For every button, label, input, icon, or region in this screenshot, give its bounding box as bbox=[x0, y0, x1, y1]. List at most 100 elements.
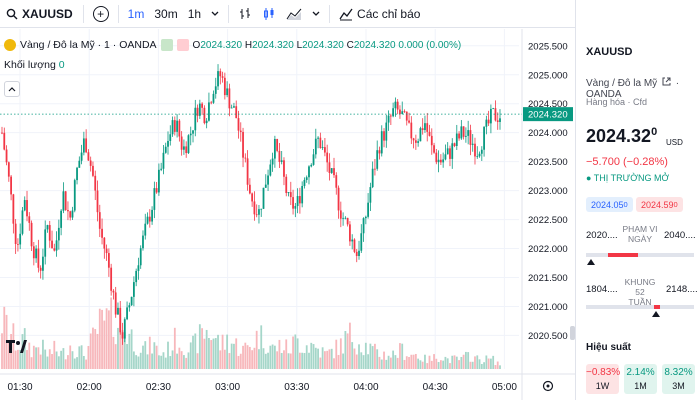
candle-body bbox=[167, 140, 169, 147]
external-link-icon[interactable] bbox=[662, 77, 671, 86]
candle-body bbox=[235, 106, 238, 119]
volume-bar bbox=[362, 355, 365, 369]
candle-body bbox=[107, 253, 110, 268]
volume-bar bbox=[358, 344, 360, 369]
chart-legend: Vàng / Đô la Mỹ · 1 · OANDA O2024.320 H2… bbox=[4, 39, 461, 51]
ask-price[interactable]: 2024.59 0 bbox=[636, 197, 683, 212]
volume-bar bbox=[285, 339, 288, 369]
bars-icon bbox=[240, 7, 251, 19]
candle-body bbox=[3, 132, 6, 150]
chart-style-dropdown[interactable] bbox=[307, 3, 325, 25]
time-tick-label: 04:30 bbox=[423, 382, 448, 393]
volume-bar bbox=[144, 341, 147, 369]
perf-1m[interactable]: 2.14% 1M bbox=[624, 364, 657, 394]
candle-body bbox=[399, 109, 401, 115]
volume-bar bbox=[392, 350, 395, 369]
volume-bar bbox=[185, 357, 188, 369]
volume-bar bbox=[189, 342, 192, 369]
price-tick-label: 2021.000 bbox=[528, 302, 568, 313]
candle-body bbox=[474, 143, 476, 157]
candle-body bbox=[464, 135, 467, 137]
volume-bar bbox=[212, 338, 215, 369]
volume-bar bbox=[14, 350, 17, 369]
symbol-search[interactable]: XAUUSD bbox=[0, 0, 79, 28]
candle-body bbox=[35, 248, 38, 259]
perf-1w[interactable]: −0.83% 1W bbox=[586, 364, 620, 394]
volume-bar bbox=[105, 308, 108, 369]
volume-bar bbox=[303, 353, 306, 369]
volume-bar bbox=[30, 357, 33, 369]
candle-body bbox=[364, 216, 367, 219]
area-style-button[interactable] bbox=[281, 3, 307, 25]
price-tick-label: 2024.000 bbox=[528, 128, 568, 139]
candle-body bbox=[1, 132, 3, 134]
candle-body bbox=[205, 120, 208, 124]
volume-bar bbox=[301, 352, 304, 369]
candle-body bbox=[203, 107, 206, 124]
volume-bar bbox=[123, 331, 126, 369]
collapse-legend-button[interactable] bbox=[4, 81, 20, 97]
candle-body bbox=[196, 107, 199, 116]
candle-body bbox=[410, 122, 413, 139]
candle-body bbox=[273, 138, 276, 159]
green-square-icon[interactable] bbox=[160, 39, 173, 51]
chart-area[interactable]: 2025.500 2025.000 2024.500 2024.000 2023.500… bbox=[0, 29, 575, 400]
bid-price[interactable]: 2024.05 0 bbox=[586, 197, 633, 212]
candle-body bbox=[310, 164, 313, 167]
candle-body bbox=[312, 154, 315, 165]
volume-bar bbox=[178, 347, 181, 369]
price-tick-label: 2023.000 bbox=[528, 186, 568, 197]
volume-bar bbox=[44, 349, 47, 369]
candle-body bbox=[346, 217, 349, 225]
volume-bar bbox=[471, 361, 474, 369]
candle-body bbox=[78, 160, 81, 168]
volume-bar bbox=[449, 363, 451, 369]
candle-body bbox=[103, 237, 106, 249]
candle-body bbox=[405, 111, 408, 121]
candle-body bbox=[385, 122, 388, 141]
volume-bar bbox=[62, 348, 65, 369]
candle-body bbox=[48, 225, 51, 241]
panel-resize-handle[interactable] bbox=[570, 326, 575, 340]
volume-bar bbox=[314, 347, 317, 369]
candle-body bbox=[17, 243, 19, 245]
indicators-button[interactable]: Các chỉ báo bbox=[334, 3, 425, 25]
compare-button[interactable]: + bbox=[88, 3, 114, 25]
interval-1m[interactable]: 1m bbox=[127, 6, 145, 21]
time-tick-label: 05:00 bbox=[492, 382, 517, 393]
price-chart[interactable]: 2025.500 2025.000 2024.500 2024.000 2023.500… bbox=[0, 29, 575, 400]
red-square-icon[interactable] bbox=[176, 39, 189, 51]
volume-bar bbox=[210, 340, 213, 369]
candle-body bbox=[187, 135, 190, 154]
volume-bar bbox=[421, 361, 424, 369]
candle-body bbox=[264, 184, 267, 188]
volume-bar bbox=[87, 345, 90, 369]
candle-body bbox=[67, 210, 69, 212]
candle-body bbox=[162, 152, 165, 169]
candle-body bbox=[358, 250, 360, 256]
interval-30m[interactable]: 30m bbox=[154, 6, 178, 21]
candle-body bbox=[319, 137, 322, 149]
candle-body bbox=[171, 120, 174, 135]
candle-body bbox=[403, 111, 406, 113]
candle-body bbox=[180, 136, 183, 150]
bar-style-button[interactable] bbox=[233, 3, 257, 25]
candle-body bbox=[303, 179, 306, 186]
volume-bar bbox=[51, 354, 53, 369]
volume-bar bbox=[246, 345, 249, 369]
interval-dropdown[interactable] bbox=[206, 3, 224, 25]
volume-bar bbox=[283, 350, 285, 369]
candles-style-button[interactable] bbox=[257, 3, 281, 25]
perf-3m[interactable]: 8.32% 3M bbox=[662, 364, 695, 394]
candle-body bbox=[285, 176, 288, 194]
candle-body bbox=[62, 191, 65, 211]
volume-bar bbox=[255, 330, 258, 369]
volume-bar bbox=[446, 358, 449, 369]
candle-body bbox=[121, 332, 124, 339]
candle-body bbox=[371, 168, 374, 188]
settings-icon-dot bbox=[546, 384, 550, 388]
settings-icon[interactable] bbox=[542, 380, 554, 392]
interval-1h[interactable]: 1h bbox=[187, 6, 202, 21]
volume-bar bbox=[205, 329, 208, 369]
candle-body bbox=[496, 120, 499, 122]
